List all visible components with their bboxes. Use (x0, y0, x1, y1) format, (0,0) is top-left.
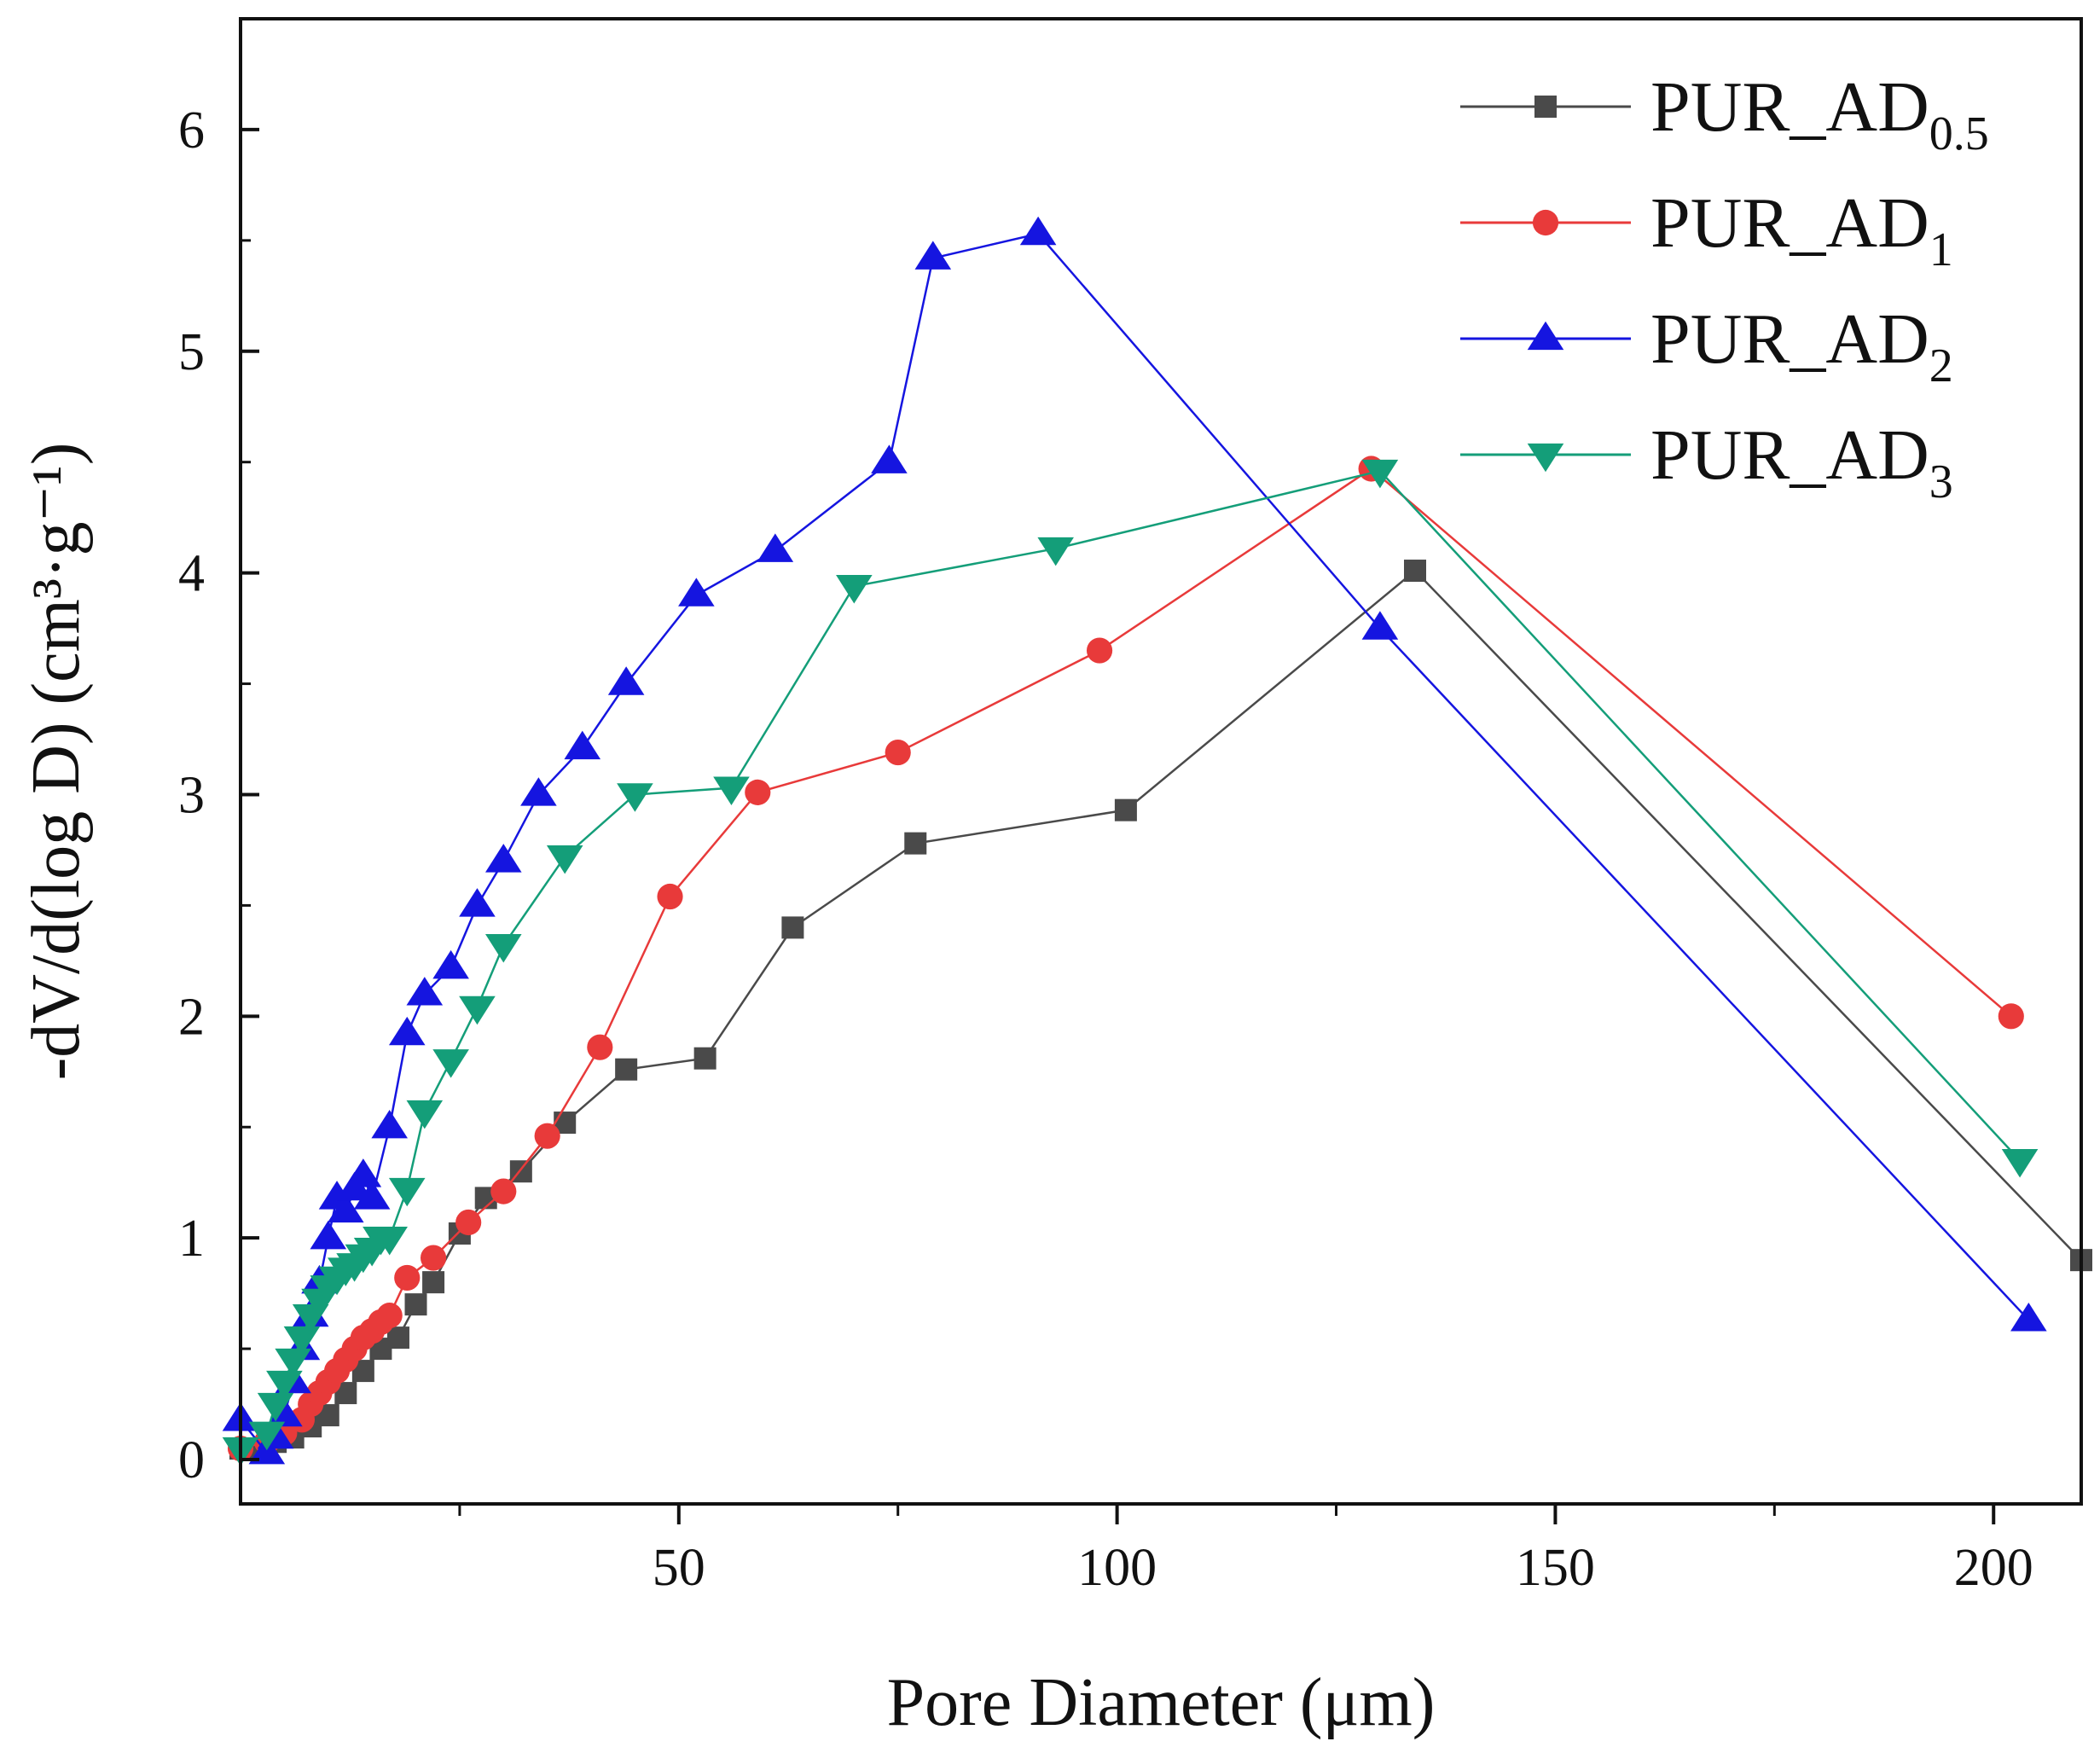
x-tick-label: 50 (653, 1539, 705, 1597)
legend-pur-ad3-label: PUR_AD3 (1650, 415, 1953, 508)
series-pur-ad1-point (885, 740, 911, 766)
series-pur-ad0-5-point (386, 1326, 409, 1350)
legend-pur-ad0-5-label-sub: 0.5 (1929, 107, 1989, 160)
series-pur-ad1-point (394, 1264, 421, 1292)
legend-pur-ad2-label-sub: 2 (1929, 340, 1953, 392)
series-pur-ad3-point (432, 1049, 469, 1078)
series-pur-ad2-point (328, 1193, 364, 1223)
series-pur-ad2-point (1019, 216, 1057, 246)
series-pur-ad2-point (388, 1016, 426, 1046)
series-pur-ad2-point (678, 578, 715, 607)
legend-pur-ad2-label: PUR_AD2 (1650, 299, 1953, 392)
legend-pur-ad0-5-label-main: PUR_AD (1650, 67, 1929, 147)
series-pur-ad0-5-point (781, 916, 804, 939)
legend-pur-ad3-marker (1527, 443, 1564, 473)
x-axis-title: Pore Diameter (μm) (887, 1665, 1436, 1740)
y-tick-label: 4 (178, 545, 205, 603)
series-pur-ad3-point (1037, 537, 1074, 566)
series-pur-ad0-5-point (1404, 560, 1427, 583)
series-pur-ad2-point (310, 1220, 347, 1250)
plot-frame (239, 17, 2083, 1506)
series-pur-ad0-5-point (1114, 798, 1137, 821)
x-tick-label: 100 (1077, 1539, 1157, 1597)
series-pur-ad3-point (617, 783, 653, 812)
series-pur-ad1-point (745, 779, 771, 805)
series-pur-ad3-point (2001, 1149, 2039, 1178)
y-tick-label: 6 (178, 102, 205, 160)
series-pur-ad0-5-point (693, 1047, 716, 1070)
legend-pur-ad1-label: PUR_AD1 (1650, 183, 1953, 276)
series-pur-ad3-point (459, 995, 496, 1025)
legend-pur-ad1-label-sub: 1 (1929, 223, 1953, 276)
series-layer (222, 216, 2092, 1466)
series-pur-ad0-5-point (422, 1271, 445, 1294)
series-pur-ad0-5-point (404, 1293, 427, 1316)
series-pur-ad2-point (353, 1181, 391, 1210)
series-pur-ad0-5-point (615, 1058, 638, 1081)
x-tick-label: 150 (1516, 1539, 1595, 1597)
legend-pur-ad0-5-marker (1534, 96, 1557, 118)
axis-layer: 0 1 2 3 4 5 6 50 100 150 200 (178, 102, 2033, 1597)
y-tick-label: 0 (178, 1431, 205, 1489)
series-pur-ad3-point (484, 933, 522, 963)
series-pur-ad1-point (1086, 637, 1113, 664)
series-pur-ad3 (222, 459, 2039, 1466)
series-pur-ad3-point (1361, 459, 1399, 489)
series-pur-ad1-point (455, 1209, 482, 1236)
series-pur-ad2-point (484, 844, 522, 873)
series-pur-ad2-point (1361, 611, 1399, 640)
series-pur-ad1 (227, 456, 2024, 1462)
y-tick-label: 3 (178, 766, 205, 824)
y-tick-label: 1 (178, 1210, 205, 1268)
series-pur-ad1-point (587, 1034, 613, 1060)
series-pur-ad2-point (564, 730, 601, 760)
series-pur-ad3-point (257, 1392, 294, 1422)
series-pur-ad3-point (546, 845, 583, 874)
y-tick-label: 2 (178, 988, 205, 1046)
legend-pur-ad3-label-sub: 3 (1929, 456, 1953, 508)
y-tick-label: 5 (178, 323, 205, 381)
series-pur-ad3-point (713, 776, 750, 805)
series-pur-ad2-point (757, 533, 794, 562)
x-tick-label: 200 (1954, 1539, 2033, 1597)
series-pur-ad3-point (406, 1100, 444, 1129)
series-pur-ad1-point (534, 1123, 560, 1149)
series-pur-ad0-5-point (904, 832, 927, 855)
legend-pur-ad2-label-main: PUR_AD (1650, 299, 1929, 379)
series-pur-ad3-point (275, 1348, 311, 1378)
series-pur-ad1-point (490, 1178, 517, 1204)
series-pur-ad3-point (283, 1326, 321, 1355)
legend-pur-ad2-marker (1527, 321, 1564, 351)
series-pur-ad2-point (345, 1158, 382, 1187)
legend-pur-ad0-5-label: PUR_AD0.5 (1650, 67, 1989, 160)
series-pur-ad2-point (432, 949, 469, 979)
series-pur-ad2-point (2010, 1303, 2047, 1332)
series-pur-ad1-point (420, 1245, 447, 1271)
series-pur-ad2-point (607, 666, 645, 695)
series-pur-ad3-point (266, 1370, 303, 1400)
series-pur-ad2-point (406, 977, 444, 1006)
series-pur-ad1-point (657, 883, 683, 910)
y-axis-title: -dV/d(log D) (cm³·g⁻¹) (19, 443, 94, 1081)
series-pur-ad2-point (520, 777, 557, 806)
legend-pur-ad1-marker (1532, 209, 1559, 236)
series-pur-ad2-point (914, 241, 952, 270)
legend-pur-ad1-label-main: PUR_AD (1650, 183, 1929, 263)
series-pur-ad3-point (388, 1177, 426, 1207)
series-pur-ad3-point (248, 1421, 286, 1451)
series-pur-ad3-point (371, 1226, 408, 1256)
series-pur-ad1-point (1998, 1003, 2024, 1030)
series-pur-ad2-point (459, 888, 496, 917)
series-pur-ad2-point (371, 1109, 408, 1139)
series-pur-ad2-point (871, 444, 908, 473)
series-pur-ad1-point (376, 1303, 403, 1329)
legend-pur-ad3-label-main: PUR_AD (1650, 415, 1929, 495)
series-pur-ad3-point (836, 575, 873, 604)
